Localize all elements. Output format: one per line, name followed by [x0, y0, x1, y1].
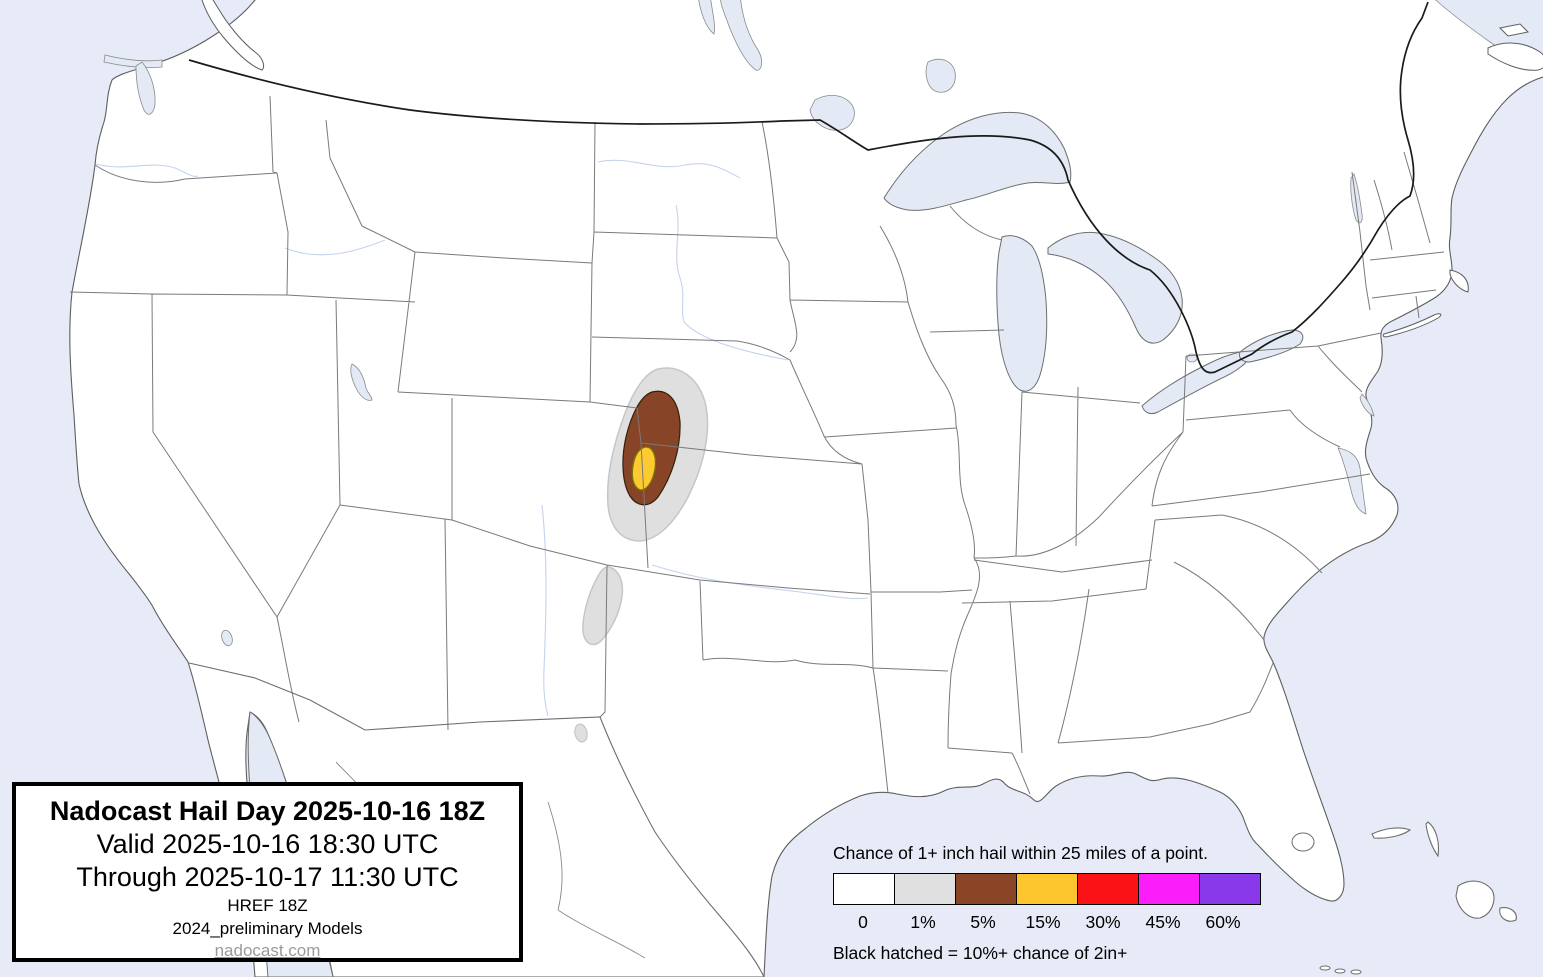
legend-label-60pct: 60%: [1205, 912, 1241, 932]
risk-area-15pct: [631, 446, 657, 491]
strait-juan-de-fuca: [103, 54, 163, 69]
chesapeake-bay: [1337, 447, 1367, 515]
lake-huron: [1047, 231, 1183, 344]
great-salt-lake: [350, 363, 373, 401]
lake-superior: [883, 111, 1072, 211]
probability-legend: Chance of 1+ inch hail within 25 miles o…: [833, 843, 1273, 964]
forecast-valid-time: Valid 2025-10-16 18:30 UTC: [96, 829, 439, 859]
forecast-title: Nadocast Hail Day 2025-10-16 18Z: [49, 796, 486, 826]
legend-label-45pct: 45%: [1145, 912, 1181, 932]
forecast-title-box: Nadocast Hail Day 2025-10-16 18Z Valid 2…: [12, 782, 523, 962]
legend-labels-row: 0 1% 5% 15% 30% 45% 60%: [833, 912, 1273, 933]
legend-swatch-60pct: [1199, 873, 1261, 905]
florida-keys: [1319, 965, 1362, 975]
lake-michigan: [996, 235, 1048, 392]
legend-label-5pct: 5%: [970, 912, 996, 932]
vancouver-island: [201, 0, 265, 71]
state-borders: [69, 95, 1445, 795]
legend-swatch-45pct: [1138, 873, 1200, 905]
salton-sea: [221, 629, 233, 647]
risk-area-1pct-secondary: [582, 566, 624, 646]
forecast-through-time: Through 2025-10-17 11:30 UTC: [76, 862, 459, 892]
legend-label-15pct: 15%: [1025, 912, 1061, 932]
lake-nipigon: [925, 58, 956, 93]
long-island: [1382, 313, 1442, 338]
river-lines: [95, 159, 869, 717]
mexico-border: [188, 662, 765, 977]
legend-swatch-5pct: [955, 873, 1017, 905]
legend-title: Chance of 1+ inch hail within 25 miles o…: [833, 843, 1209, 863]
legend-swatch-1pct: [894, 873, 956, 905]
lake-ontario: [1239, 329, 1304, 363]
lake-okeechobee: [1291, 832, 1315, 852]
legend-swatch-15pct: [1016, 873, 1078, 905]
cape-cod: [1449, 269, 1469, 293]
lake-manitoba: [698, 0, 715, 35]
legend-label-1pct: 1%: [910, 912, 936, 932]
lake-winnipeg: [720, 0, 762, 71]
legend-swatch-30pct: [1077, 873, 1139, 905]
prince-edward-island: [1498, 23, 1530, 37]
nova-scotia: [1487, 42, 1543, 71]
legend-color-bar: [833, 873, 1273, 905]
canada-border: [188, 1, 1429, 374]
bahamas-islands: [1371, 821, 1517, 922]
risk-area-1pct-minor: [574, 723, 588, 743]
forecast-models-note: 2024_preliminary Models: [172, 919, 363, 938]
delaware-bay: [1359, 393, 1375, 417]
nadocast-website-link[interactable]: nadocast.com: [214, 941, 321, 960]
legend-label-0: 0: [858, 912, 868, 932]
puget-sound: [135, 61, 156, 115]
legend-hatched-note: Black hatched = 10%+ chance of 2in+: [833, 943, 1128, 963]
legend-label-30pct: 30%: [1085, 912, 1121, 932]
legend-swatch-0: [833, 873, 895, 905]
forecast-model: HREF 18Z: [227, 896, 308, 915]
